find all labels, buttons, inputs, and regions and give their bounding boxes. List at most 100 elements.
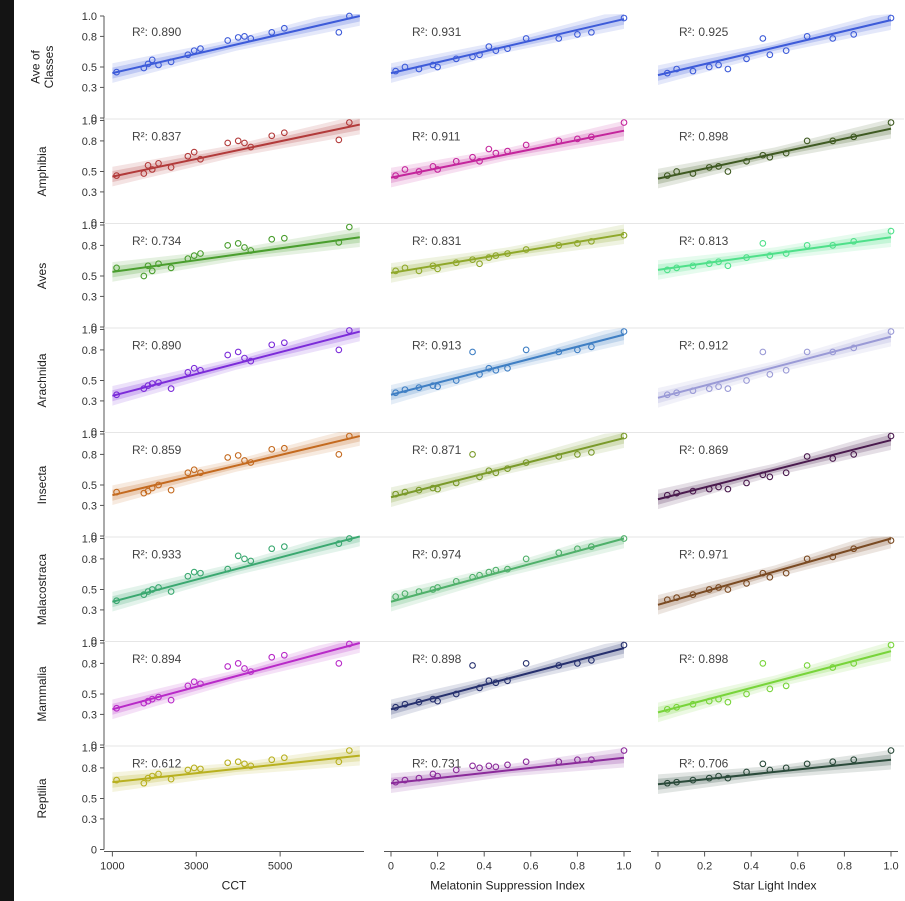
fit-line-reptilia-cct (112, 754, 360, 784)
data-point (148, 267, 156, 275)
data-point (476, 157, 483, 165)
data-point (782, 569, 790, 577)
data-point (504, 465, 511, 473)
data-point (148, 484, 156, 492)
data-point (113, 391, 120, 399)
data-point (415, 168, 423, 175)
data-point (401, 264, 409, 272)
data-point (429, 163, 437, 170)
data-point (415, 486, 423, 494)
r2-label: R²: 0.974 (412, 548, 462, 562)
y-tick-label: 0 (91, 322, 97, 334)
data-point (392, 389, 400, 397)
data-point (803, 348, 811, 356)
data-point (280, 339, 288, 347)
data-point (335, 451, 343, 458)
data-point (392, 172, 400, 179)
data-point (850, 133, 858, 141)
x-tick-label: 0.8 (570, 861, 585, 873)
r2-label: R²: 0.706 (679, 757, 729, 771)
data-point (247, 557, 255, 565)
y-tick-label: 0.8 (82, 449, 97, 461)
data-point (803, 662, 811, 669)
y-tick-label: 0.8 (82, 658, 97, 670)
data-point (803, 33, 811, 40)
data-point (247, 668, 255, 675)
y-tick-label: 0 (91, 636, 97, 648)
data-point (724, 586, 732, 593)
data-point (492, 566, 500, 574)
r2-label: R²: 0.612 (132, 757, 182, 771)
fit-line-insecta-star-light-index (657, 439, 892, 501)
data-point (743, 157, 750, 165)
data-point (588, 449, 595, 456)
data-point (469, 256, 476, 264)
data-point (335, 758, 343, 766)
data-point (247, 357, 255, 365)
confidence-band-outer (391, 432, 624, 507)
y-tick-label: 0 (91, 427, 97, 439)
data-point (766, 371, 774, 378)
data-point (504, 677, 511, 685)
data-point (620, 432, 628, 440)
fit-line-arachnida-cct (112, 330, 361, 397)
data-point (743, 768, 750, 776)
data-point (492, 469, 500, 477)
data-point (167, 486, 175, 494)
data-point (140, 272, 148, 280)
data-point (759, 348, 767, 356)
data-point (555, 758, 563, 766)
data-point (485, 364, 493, 372)
data-point (766, 473, 774, 481)
data-point (415, 774, 423, 782)
data-point (887, 227, 895, 235)
r2-label: R²: 0.831 (412, 234, 462, 248)
data-point (743, 690, 750, 698)
data-point (148, 380, 156, 387)
data-point (522, 35, 530, 42)
r2-label: R²: 0.813 (679, 234, 729, 248)
data-point (429, 484, 437, 492)
data-point (689, 262, 697, 270)
data-point (401, 63, 409, 71)
x-tick-label: 3000 (184, 861, 208, 873)
fit-line-reptilia-star-light-index (657, 758, 892, 786)
data-point (782, 149, 790, 157)
data-point (522, 141, 530, 149)
data-point (522, 246, 530, 253)
data-point (155, 159, 162, 167)
data-point (663, 266, 671, 274)
data-point (469, 348, 476, 356)
confidence-band-outer (391, 641, 624, 720)
data-point (155, 61, 162, 69)
data-point (335, 28, 343, 36)
data-point (280, 24, 288, 32)
fit-line-ave-of-classes-star-light-index (657, 19, 892, 77)
data-point (504, 565, 511, 573)
data-point (724, 262, 732, 270)
data-point (434, 697, 441, 705)
data-point (689, 387, 697, 395)
data-point (663, 596, 671, 604)
x-tick-label: 0.2 (697, 861, 712, 873)
data-point (144, 262, 152, 270)
r2-label: R²: 0.731 (412, 757, 462, 771)
data-point (522, 459, 530, 466)
data-point (280, 129, 288, 137)
data-point (184, 255, 192, 263)
data-point (184, 469, 192, 477)
data-point (113, 776, 120, 784)
data-point (392, 778, 400, 786)
data-point (197, 569, 204, 577)
data-point (574, 451, 581, 458)
data-point (522, 555, 530, 563)
fit-line-mammalia-cct (112, 642, 361, 711)
data-point (715, 258, 722, 266)
data-point (113, 704, 120, 712)
data-point (184, 152, 192, 160)
data-point (724, 168, 732, 175)
data-point (224, 37, 232, 44)
y-tick-label: 0 (91, 113, 97, 125)
data-point (224, 663, 232, 670)
r2-label: R²: 0.871 (412, 443, 462, 457)
